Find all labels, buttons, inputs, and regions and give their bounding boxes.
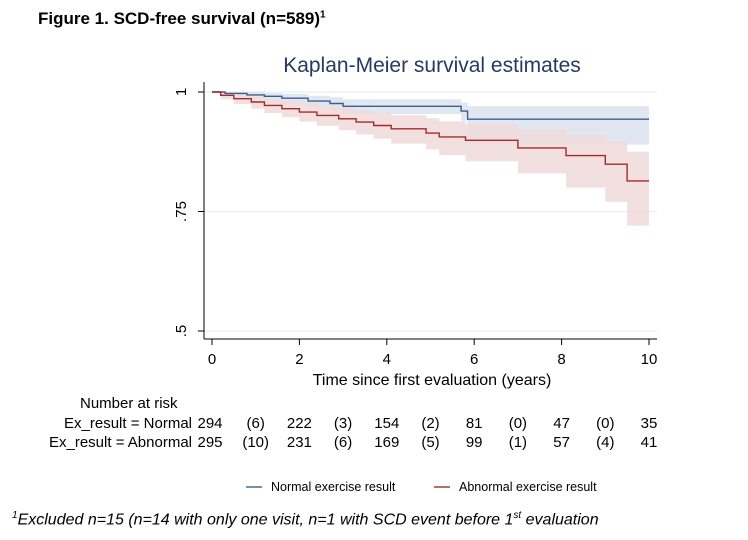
risk-table-title: Number at risk	[80, 395, 178, 412]
survival-curves	[212, 91, 649, 182]
x-tick-label-2: 4	[383, 351, 391, 368]
figure-title-superscript: 1	[320, 9, 326, 21]
survival-line-1	[212, 91, 649, 182]
legend: Normal exercise result Abnormal exercise …	[246, 480, 597, 494]
confidence-bands	[212, 92, 649, 226]
footnote-ordinal: st	[513, 510, 522, 521]
risk-cell-1-1: (10)	[242, 434, 269, 451]
risk-cell-0-1: (6)	[247, 415, 265, 432]
risk-cell-0-2: 222	[287, 415, 312, 432]
risk-cell-0-6: 81	[466, 415, 483, 432]
survival-line-0	[212, 91, 649, 120]
figure-title: Figure 1. SCD-free survival (n=589)1	[38, 9, 326, 29]
x-tick-label-3: 6	[470, 351, 478, 368]
y-tick-label-0: .5	[173, 325, 190, 338]
risk-cell-1-5: (5)	[421, 434, 439, 451]
risk-cell-0-8: 47	[553, 415, 570, 432]
risk-cell-1-10: 41	[641, 434, 658, 451]
chart-panel: Kaplan-Meier survival estimates .5.75 1 0 2…	[0, 34, 680, 504]
risk-cell-0-4: 154	[374, 415, 399, 432]
risk-cell-0-5: (2)	[421, 415, 439, 432]
risk-row-label-0: Ex_result = Normal	[64, 415, 192, 432]
footnote-text: Excluded n=15 (n=14 with only one visit,…	[17, 511, 514, 529]
y-tick-label-1: .75	[173, 201, 190, 222]
ci-band-1	[212, 92, 649, 226]
risk-cell-1-0: 295	[197, 434, 222, 451]
risk-cell-1-8: 57	[553, 434, 570, 451]
legend-label-1: Abnormal exercise result	[459, 480, 597, 494]
risk-row-label-1: Ex_result = Abnormal	[49, 434, 192, 451]
x-tick-label-0: 0	[208, 351, 216, 368]
risk-cell-1-6: 99	[466, 434, 483, 451]
risk-cell-0-7: (0)	[509, 415, 527, 432]
x-axis-label: Time since first evaluation (years)	[313, 372, 552, 389]
risk-cell-1-7: (1)	[509, 434, 527, 451]
risk-table: Number at risk Ex_result = Normal 294 (6) 22…	[49, 395, 657, 451]
footnote-text-end: evaluation	[521, 511, 599, 529]
x-tick-label-1: 2	[295, 351, 303, 368]
y-tick-label-2: 1	[173, 88, 190, 96]
risk-cell-0-0: 294	[197, 415, 222, 432]
risk-cell-0-3: (3)	[334, 415, 352, 432]
risk-cell-0-10: 35	[641, 415, 658, 432]
footnote: 1Excluded n=15 (n=14 with only one visit…	[12, 510, 599, 529]
grid-layer	[204, 91, 657, 332]
risk-cell-1-3: (6)	[334, 434, 352, 451]
x-tick-label-5: 10	[641, 351, 658, 368]
risk-cell-0-9: (0)	[596, 415, 614, 432]
x-tick-label-4: 8	[557, 351, 565, 368]
risk-cell-1-2: 231	[287, 434, 312, 451]
figure-title-text: Figure 1. SCD-free survival (n=589)	[38, 9, 321, 28]
risk-cell-1-4: 169	[374, 434, 399, 451]
legend-label-0: Normal exercise result	[271, 480, 396, 494]
chart-title: Kaplan-Meier survival estimates	[283, 54, 581, 77]
footnote-marker: 1	[12, 510, 18, 521]
risk-cell-1-9: (4)	[596, 434, 614, 451]
